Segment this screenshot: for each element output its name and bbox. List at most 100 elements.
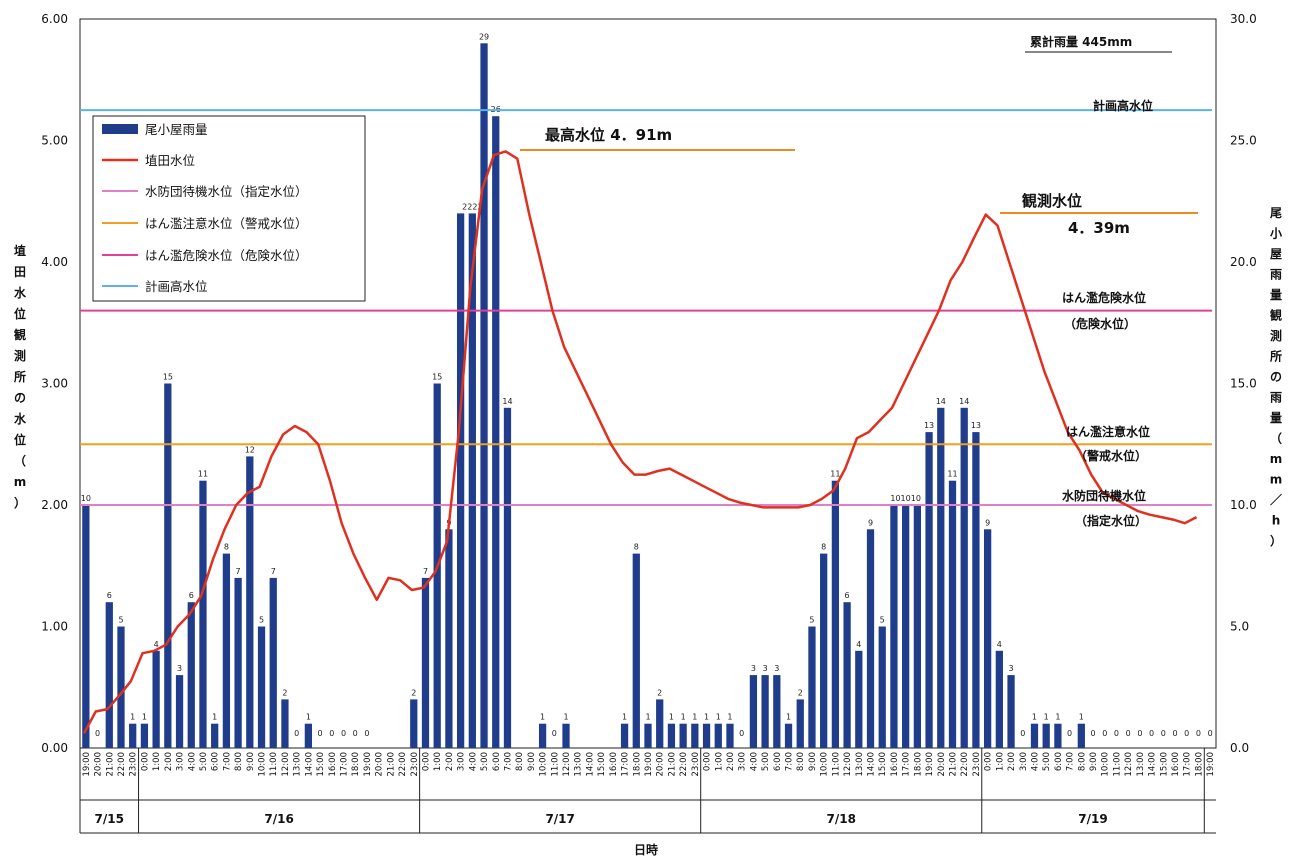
x-tick-label: 0:00: [140, 752, 150, 771]
x-tick-label: 4:00: [1030, 752, 1040, 771]
y-right-tick-10.0: 10.0: [1230, 498, 1257, 512]
x-tick-label: 18:00: [913, 752, 923, 777]
legend-swatch-rainfall: [102, 124, 138, 134]
date-labels: 7/15 7/16 7/17 7/18 7/19: [79, 748, 1216, 834]
x-tick-label: 21:00: [105, 752, 115, 777]
y-right-label-char: の: [1270, 370, 1282, 384]
x-tick-label: 7:00: [785, 752, 795, 771]
y-right-label-char: h: [1272, 514, 1281, 528]
x-tick-label: 5:00: [199, 752, 209, 771]
rainfall-bar-label: 0: [1184, 729, 1189, 738]
x-tick-label: 22:00: [679, 752, 689, 777]
rainfall-bar-label: 8: [821, 543, 826, 552]
date-label-7/19: 7/19: [1078, 812, 1107, 826]
rainfall-bar-label: 5: [118, 616, 123, 625]
x-tick-label: 2:00: [726, 752, 736, 771]
rainfall-bar: [1054, 723, 1062, 748]
rainfall-bar-label: 7: [423, 567, 428, 576]
rainfall-bar-label: 0: [1114, 729, 1119, 738]
rainfall-bar: [269, 577, 277, 748]
y-right-label-char: 雨: [1270, 391, 1282, 405]
rainfall-bar-label: 0: [1067, 729, 1072, 738]
x-tick-label: 22:00: [398, 752, 408, 777]
rainfall-bar: [246, 456, 254, 748]
rainfall-bar: [222, 553, 231, 748]
x-tick-label: 17:00: [340, 752, 350, 777]
date-label-7/18: 7/18: [827, 812, 856, 826]
rainfall-bar-label: 101010: [890, 494, 921, 503]
plan-level-label: 計画高水位: [1093, 98, 1153, 113]
x-tick-label: 7:00: [222, 752, 232, 771]
rainfall-bar-label: 0: [1137, 729, 1142, 738]
y-left-label-char: 埴: [14, 243, 26, 258]
rainfall-bar-label: 1: [306, 713, 311, 722]
rainfall-bar: [749, 675, 758, 748]
x-tick-label: 8:00: [1077, 752, 1087, 771]
x-tick-label: 16:00: [328, 752, 338, 777]
rainfall-bar-label: 14: [959, 397, 969, 406]
rainfall-bar-label: 6: [189, 591, 194, 600]
observed-level-label: 観測水位: [1022, 192, 1082, 210]
rainfall-bar: [211, 723, 219, 748]
rainfall-bar-label: 11: [198, 470, 208, 479]
rainfall-bar: [983, 529, 992, 748]
rainfall-bar: [129, 723, 137, 748]
rainfall-bar-label: 6: [845, 591, 850, 600]
rainfall-bar: [257, 626, 266, 748]
x-tick-label: 8:00: [515, 752, 525, 771]
rainfall-bar-label: 6: [107, 591, 112, 600]
y-left-label-char: 位: [14, 432, 26, 447]
rainfall-bar: [620, 723, 629, 748]
rainfall-bar-label: 0: [1149, 729, 1154, 738]
y-right-label-char: 観: [1270, 308, 1282, 323]
x-tick-label: 2:00: [445, 752, 455, 771]
rainfall-bar-label: 2: [798, 688, 803, 697]
rainfall-bar: [831, 480, 840, 748]
y-right-label-char: m: [1270, 473, 1283, 487]
rainfall-bar: [105, 602, 113, 748]
rainfall-bar-label: 0: [364, 729, 369, 738]
x-tick-label: 8:00: [234, 752, 244, 771]
x-tick-label: 13:00: [574, 752, 584, 777]
rainfall-bar-label: 3: [774, 664, 779, 673]
rainfall-bar-label: 2: [657, 688, 662, 697]
rainfall-bar-label: 13: [924, 421, 934, 430]
x-tick-label: 22:00: [960, 752, 970, 777]
x-tick-label: 10:00: [820, 752, 830, 777]
x-tick-label: 5:00: [761, 752, 771, 771]
rainfall-bar: [304, 723, 313, 748]
rainfall-bar: [410, 699, 418, 748]
x-tick-label: 19:00: [363, 752, 373, 777]
rainfall-bar: [855, 650, 863, 748]
rainfall-bar-label: 14: [502, 397, 512, 406]
x-tick-label: 23:00: [129, 752, 139, 777]
rainfall-bar-label: 9: [868, 518, 873, 527]
rainfall-bar: [644, 723, 652, 748]
x-tick-label: 10:00: [539, 752, 549, 777]
y-left-label-char: 田: [14, 265, 26, 279]
x-tick-label: 6:00: [773, 752, 783, 771]
x-tick-label: 2:00: [1007, 752, 1017, 771]
total-rainfall-box: 累計雨量 445mm: [1025, 34, 1172, 53]
x-tick-label: 9:00: [1089, 752, 1099, 771]
rainfall-bar-label: 1: [212, 713, 217, 722]
rainfall-bar-label: 1: [786, 713, 791, 722]
rainfall-bar-label: 0: [552, 729, 557, 738]
rainfall-bar-label: 2: [411, 688, 416, 697]
y-left-tick-0.00: 0.00: [41, 741, 68, 755]
observed-level-value: 4．39m: [1068, 219, 1130, 237]
rainfall-bar: [1042, 723, 1050, 748]
rainfall-bar-label: 1: [645, 713, 650, 722]
water-level-series: [82, 150, 1198, 734]
date-label-7/15: 7/15: [95, 812, 124, 826]
x-tick-label: 0:00: [703, 752, 713, 771]
x-tick-label: 19:00: [925, 752, 935, 777]
x-tick-label: 21:00: [667, 752, 677, 777]
x-tick-label: 19:00: [644, 752, 654, 777]
rainfall-bar-label: 13: [971, 421, 981, 430]
x-tick-label: 0:00: [984, 752, 994, 771]
x-tick-label: 20:00: [94, 752, 104, 777]
